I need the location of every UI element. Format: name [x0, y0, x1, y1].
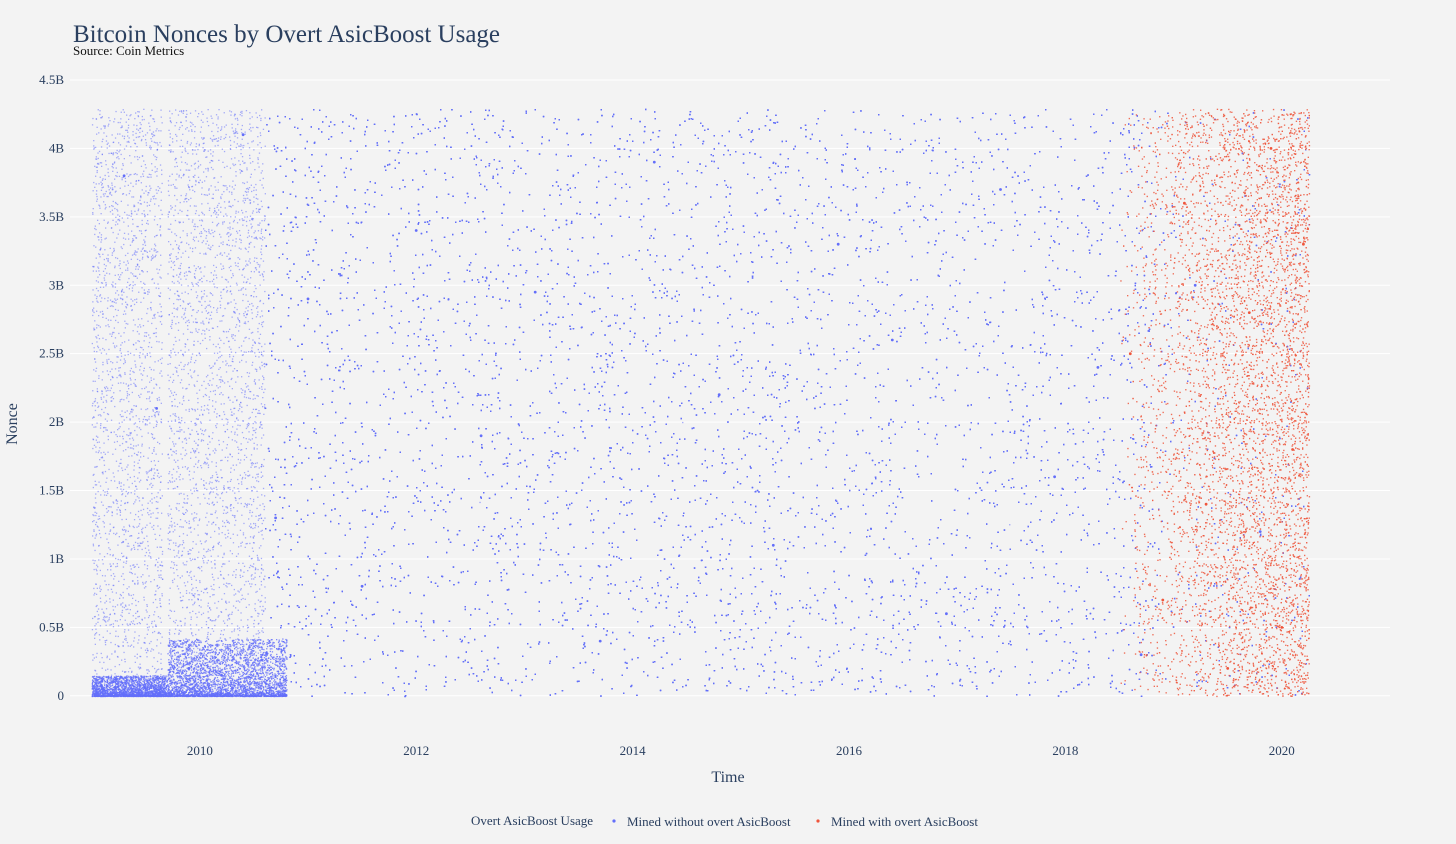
y-tick-label: 4B: [49, 140, 65, 155]
point-with-asicboost: [1270, 147, 1273, 150]
x-tick-label: 2016: [836, 743, 863, 758]
x-tick-label: 2020: [1269, 743, 1295, 758]
legend-label: Mined with overt AsicBoost: [831, 814, 978, 829]
point-without-asicboost: [1194, 284, 1197, 287]
point-without-asicboost: [837, 243, 840, 246]
point-without-asicboost: [1097, 366, 1100, 369]
y-axis-title: Nonce: [4, 403, 21, 445]
y-tick-label: 3B: [49, 277, 65, 292]
y-tick-label: 4.5B: [39, 72, 64, 87]
y-tick-label: 0.5B: [39, 619, 64, 634]
point-without-asicboost: [307, 298, 310, 301]
point-without-asicboost: [1259, 530, 1262, 533]
point-without-asicboost: [155, 407, 158, 410]
legend[interactable]: Overt AsicBoost Usage Mined without over…: [471, 813, 978, 829]
x-tick-label: 2018: [1052, 743, 1078, 758]
chart-subtitle: Source: Coin Metrics: [73, 43, 184, 58]
legend-marker: [612, 819, 615, 822]
point-without-asicboost: [534, 291, 537, 294]
legend-marker: [816, 819, 819, 822]
y-tick-label: 3.5B: [39, 209, 64, 224]
point-with-asicboost: [1183, 202, 1186, 205]
y-tick-label: 0: [58, 688, 65, 703]
point-without-asicboost: [599, 640, 602, 643]
x-axis-title: Time: [711, 769, 744, 786]
point-without-asicboost: [653, 161, 656, 164]
point-without-asicboost: [123, 174, 126, 177]
legend-title: Overt AsicBoost Usage: [471, 813, 593, 828]
point-with-asicboost: [1291, 448, 1294, 451]
point-without-asicboost: [361, 585, 364, 588]
point-without-asicboost: [274, 517, 277, 520]
point-with-asicboost: [1161, 599, 1164, 602]
point-without-asicboost: [891, 339, 894, 342]
y-tick-label: 2B: [49, 414, 65, 429]
point-with-asicboost: [1248, 311, 1251, 314]
point-without-asicboost: [1140, 653, 1143, 656]
point-without-asicboost: [188, 667, 191, 670]
point-without-asicboost: [1053, 475, 1056, 478]
point-with-asicboost: [1226, 667, 1229, 670]
y-axis: 0 0.5B 1B 1.5B 2B 2.5B 3B 3.5B 4B 4.5B: [39, 72, 64, 703]
point-without-asicboost: [242, 133, 245, 136]
point-with-asicboost: [1302, 243, 1305, 246]
plot-area: [92, 109, 1311, 697]
y-tick-label: 2.5B: [39, 346, 64, 361]
x-axis: 2010 2012 2014 2016 2018 2020: [187, 743, 1295, 758]
point-without-asicboost: [772, 544, 775, 547]
point-without-asicboost: [220, 674, 223, 677]
y-tick-label: 1.5B: [39, 483, 64, 498]
scatter-density: [92, 109, 1311, 697]
point-without-asicboost: [718, 393, 721, 396]
x-tick-label: 2010: [187, 743, 213, 758]
legend-item-with-asicboost[interactable]: Mined with overt AsicBoost: [816, 814, 978, 829]
point-without-asicboost: [945, 612, 948, 615]
point-without-asicboost: [480, 434, 483, 437]
legend-label: Mined without overt AsicBoost: [627, 814, 791, 829]
point-with-asicboost: [1129, 352, 1132, 355]
point-without-asicboost: [999, 188, 1002, 191]
point-with-asicboost: [1280, 626, 1283, 629]
point-with-asicboost: [1205, 503, 1208, 506]
point-without-asicboost: [415, 229, 418, 232]
legend-item-without-asicboost[interactable]: Mined without overt AsicBoost: [612, 814, 791, 829]
x-tick-label: 2014: [620, 743, 647, 758]
point-without-asicboost: [101, 688, 104, 691]
y-tick-label: 1B: [49, 551, 65, 566]
x-tick-label: 2012: [403, 743, 429, 758]
